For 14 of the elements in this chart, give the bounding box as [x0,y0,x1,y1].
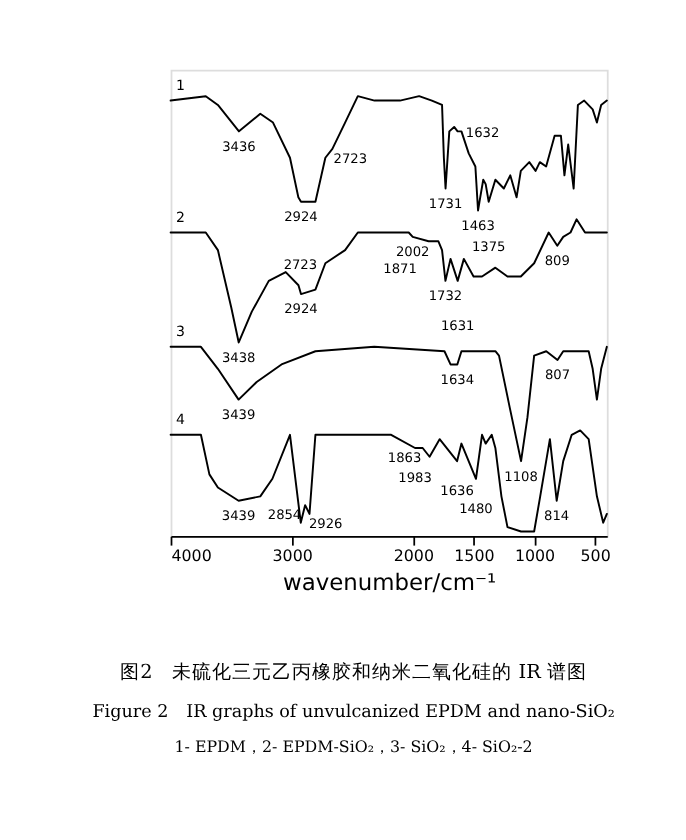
x-tick-label: 4000 [171,547,212,566]
x-tick-label: 3000 [272,547,313,566]
x-tick-label: 1000 [514,547,556,566]
series-label: 4 [175,410,186,429]
x-tick-label: 1500 [454,547,495,566]
x-tick-label: 500 [580,547,611,566]
text: 1- EPDM，2- EPDM-SiO₂，3- SiO₂，4- SiO₂-2 [174,738,533,757]
text: 图2 未硫化三元乙丙橡胶和纳米二氧化硅的 IR 谱图 [120,660,587,685]
series-label: 3 [175,322,185,341]
series-label: 2 [175,207,185,226]
series-label: 1 [175,76,185,95]
x-axis-title: wavenumber/cm⁻¹ [283,567,497,596]
text: Figure 2 IR graphs of unvulcanized EPDM and nano-SiO₂ [92,703,615,724]
x-tick-label: 2000 [393,547,434,566]
